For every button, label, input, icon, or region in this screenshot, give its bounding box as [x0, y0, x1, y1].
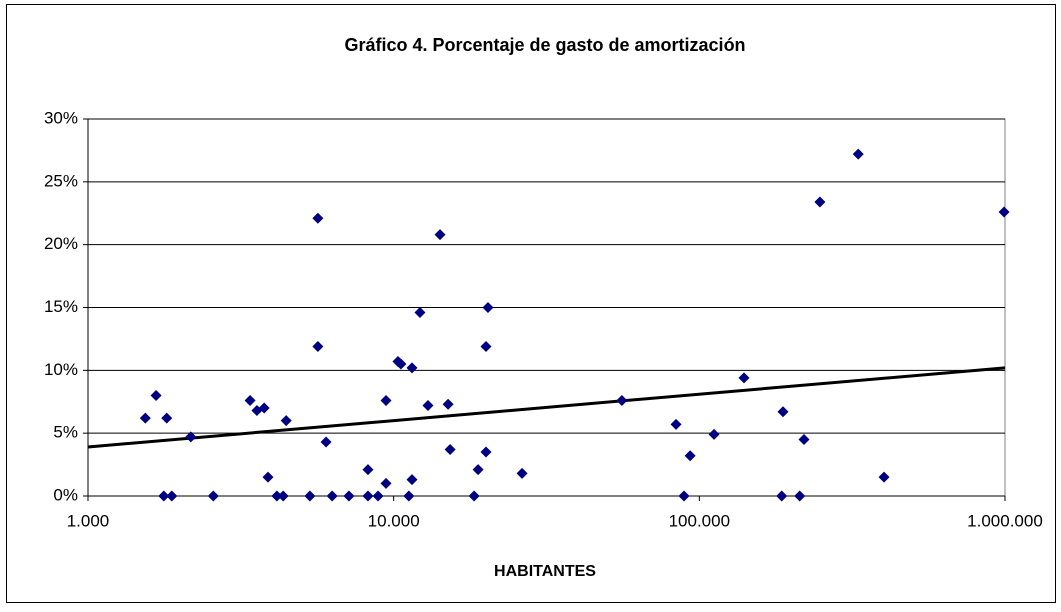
point: [798, 433, 810, 445]
y-tick-label: 10%: [44, 360, 78, 379]
point: [852, 148, 864, 160]
point: [262, 471, 274, 483]
point: [312, 212, 324, 224]
point: [738, 372, 750, 384]
point: [434, 229, 446, 241]
point: [166, 490, 178, 502]
point: [480, 340, 492, 352]
point: [878, 471, 890, 483]
point: [326, 490, 338, 502]
point: [207, 490, 219, 502]
x-tick-label: 1.000: [67, 511, 110, 530]
point: [406, 474, 418, 486]
point: [480, 446, 492, 458]
point: [998, 206, 1010, 218]
point: [814, 196, 826, 208]
point: [320, 436, 332, 448]
point: [616, 394, 628, 406]
point: [343, 490, 355, 502]
point: [244, 394, 256, 406]
point: [468, 490, 480, 502]
x-axis-label: HABITANTES: [494, 563, 596, 580]
point: [280, 415, 292, 427]
point: [708, 428, 720, 440]
point: [670, 418, 682, 430]
y-tick-label: 30%: [44, 108, 78, 127]
point: [150, 389, 162, 401]
x-tick-label: 1.000.000: [967, 511, 1043, 530]
point: [258, 402, 270, 414]
point: [380, 394, 392, 406]
point: [684, 450, 696, 462]
point: [161, 412, 173, 424]
point: [794, 490, 806, 502]
point: [516, 467, 528, 479]
y-tick-label: 0%: [53, 485, 78, 504]
point: [414, 307, 426, 319]
y-tick-label: 5%: [53, 423, 78, 442]
point: [185, 431, 197, 443]
point: [422, 400, 434, 412]
x-tick-label: 10.000: [368, 511, 420, 530]
point: [312, 340, 324, 352]
point: [482, 302, 494, 313]
point: [271, 490, 283, 502]
point: [362, 464, 374, 476]
point: [776, 490, 788, 502]
point: [395, 358, 407, 370]
point: [362, 490, 374, 502]
point: [139, 412, 151, 424]
point: [777, 406, 789, 418]
point: [403, 490, 415, 502]
point: [304, 490, 316, 502]
point: [678, 490, 690, 502]
y-tick-label: 15%: [44, 297, 78, 316]
y-tick-label: 25%: [44, 171, 78, 190]
point: [444, 444, 456, 456]
point: [442, 398, 454, 410]
point: [372, 490, 384, 502]
y-tick-label: 20%: [44, 234, 78, 253]
chart-title: Gráfico 4. Porcentaje de gasto de amorti…: [344, 35, 745, 55]
point: [380, 477, 392, 489]
point: [277, 490, 289, 502]
x-tick-label: 100.000: [669, 511, 730, 530]
point: [406, 362, 418, 374]
point: [158, 490, 170, 502]
trend-line: [87, 366, 1006, 449]
point: [472, 464, 484, 476]
